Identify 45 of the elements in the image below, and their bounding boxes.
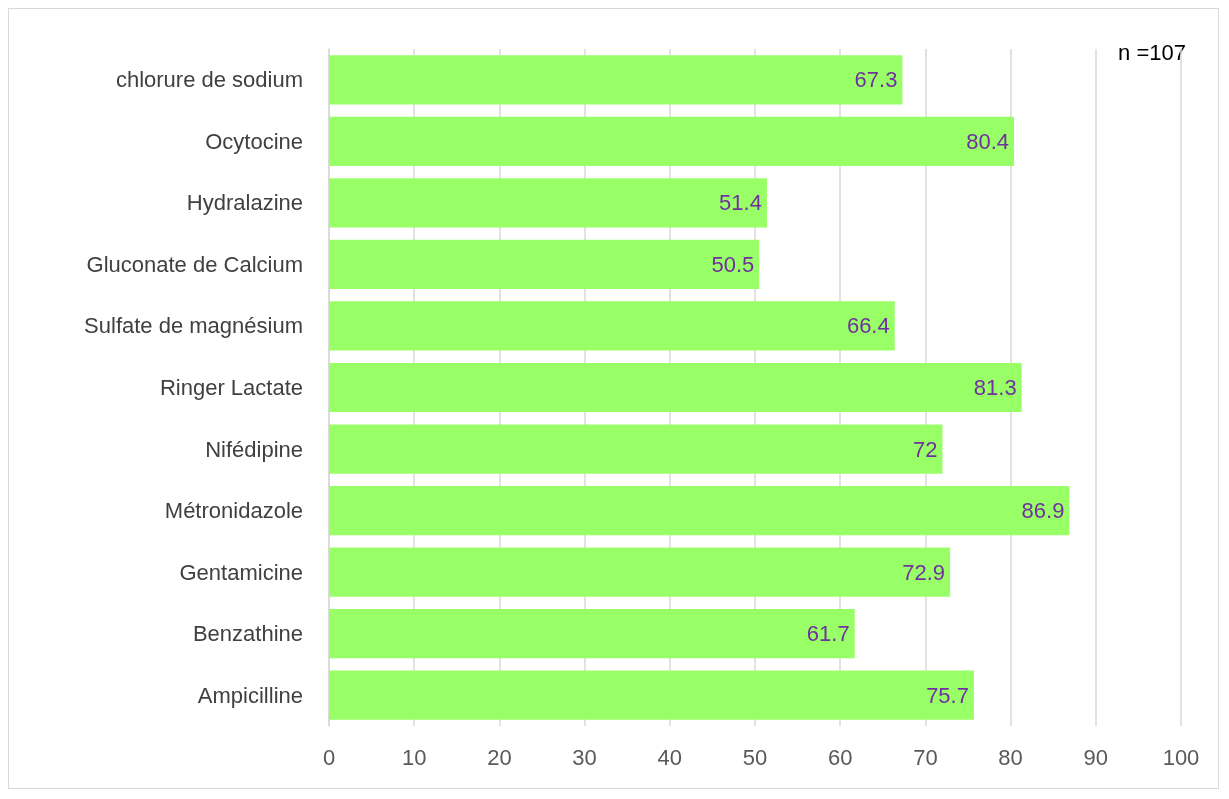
data-label: 72.9 [902,559,946,585]
data-label: 50.5 [711,251,755,277]
data-label: 67.3 [854,67,898,93]
bar [329,547,951,597]
y-tick-label: Ampicilline [197,682,303,708]
x-tick-label: 30 [572,744,597,770]
annotation: n =107 [1118,39,1186,65]
data-label: 51.4 [719,190,762,216]
bar [329,609,855,659]
y-tick-label: Benzathine [192,621,303,647]
data-label: 75.7 [926,682,969,708]
data-label: 72 [912,436,938,462]
bar [329,424,943,474]
data-label: 80.4 [966,128,1010,154]
bar [329,362,1022,413]
data-label: 61.7 [806,621,850,647]
y-tick-label: Ocytocine [205,128,303,154]
bar [329,670,974,720]
x-tick-label: 10 [401,744,427,770]
y-tick-label: Hydralazine [186,190,303,216]
x-tick-label: 80 [998,744,1023,770]
bar [329,116,1015,166]
x-tick-label: 60 [827,744,853,770]
x-tick-label: 100 [1162,744,1200,770]
bar [329,55,903,105]
y-tick-label: chlorure de sodium [115,67,303,93]
bar [329,239,760,290]
y-tick-label: Sulfate de magnésium [84,313,303,339]
data-label: 66.4 [846,313,890,339]
y-tick-label: Ringer Lactate [159,375,303,400]
y-tick-label: Métronidazole [164,498,303,524]
bar [329,485,1070,536]
data-label: 86.9 [1021,498,1065,524]
x-tick-label: 70 [913,744,938,770]
y-tick-label: Gentamicine [179,559,303,585]
y-tick-label: Gluconate de Calcium [86,251,303,277]
y-tick-label: Nifédipine [205,436,303,462]
x-tick-label: 90 [1083,744,1109,770]
data-label: 81.3 [973,375,1017,400]
bar [329,301,895,351]
bar [329,178,767,228]
x-tick-label: 40 [657,744,683,770]
x-tick-label: 0 [322,744,336,770]
x-tick-label: 20 [487,744,512,770]
x-tick-label: 50 [742,744,768,770]
